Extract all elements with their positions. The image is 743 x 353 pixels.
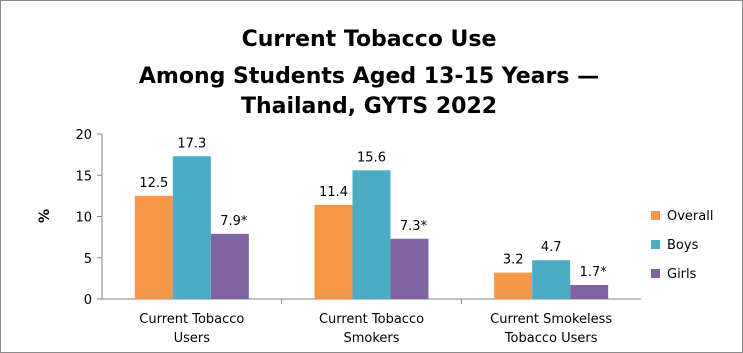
legend-swatch-girls — [651, 269, 660, 278]
chart-title-line: Current Tobacco Use — [242, 27, 497, 52]
y-tick-label: 5 — [84, 252, 92, 267]
y-tick-label: 10 — [75, 211, 92, 226]
bar-boys — [172, 156, 211, 299]
category-label: Smokers — [343, 331, 399, 346]
bar-girls — [570, 284, 609, 299]
data-label: 4.7 — [541, 240, 562, 255]
legend-swatch-overall — [651, 211, 660, 220]
chart-title-line: Thailand, GYTS 2022 — [241, 94, 497, 119]
category-label: Current Tobacco — [319, 312, 424, 327]
category-label: Current Tobacco — [139, 312, 244, 327]
y-tick-label: 0 — [84, 293, 92, 308]
bar-overall — [494, 272, 533, 299]
data-label: 17.3 — [177, 136, 206, 151]
legend-label: Boys — [667, 238, 699, 253]
data-label: 3.2 — [503, 253, 524, 268]
chart-bars — [134, 156, 609, 299]
chart-title-line: Among Students Aged 13-15 Years — — [139, 64, 599, 89]
chart-title: Current Tobacco Use Among Students Aged 1… — [139, 27, 599, 119]
data-label: 7.3* — [400, 219, 428, 234]
data-label: 15.6 — [357, 150, 386, 165]
chart-category-labels: Current Tobacco Users Current Tobacco Smoke… — [139, 312, 612, 346]
legend-swatch-boys — [651, 240, 660, 249]
category-label: Users — [174, 331, 211, 346]
legend-label: Girls — [667, 267, 697, 282]
data-label: 12.5 — [139, 176, 168, 191]
chart-data-labels: 12.5 17.3 7.9* 11.4 15.6 7.3* 3.2 4.7 1.7* — [139, 136, 607, 280]
chart-legend: Overall Boys Girls — [651, 209, 713, 282]
category-label: Tobacco Users — [504, 331, 598, 346]
data-label: 1.7* — [580, 265, 608, 280]
bar-girls — [210, 233, 249, 299]
category-label: Current Smokeless — [490, 312, 612, 327]
legend-label: Overall — [667, 209, 713, 224]
data-label: 11.4 — [319, 185, 348, 200]
y-tick-label: 20 — [75, 128, 92, 143]
bar-overall — [134, 195, 173, 299]
bar-girls — [390, 238, 429, 299]
bar-overall — [314, 204, 353, 299]
bar-boys — [532, 260, 571, 299]
y-axis-label: % — [37, 209, 53, 223]
y-tick-label: 15 — [75, 169, 92, 184]
bar-boys — [352, 170, 391, 299]
data-label: 7.9* — [220, 214, 248, 229]
